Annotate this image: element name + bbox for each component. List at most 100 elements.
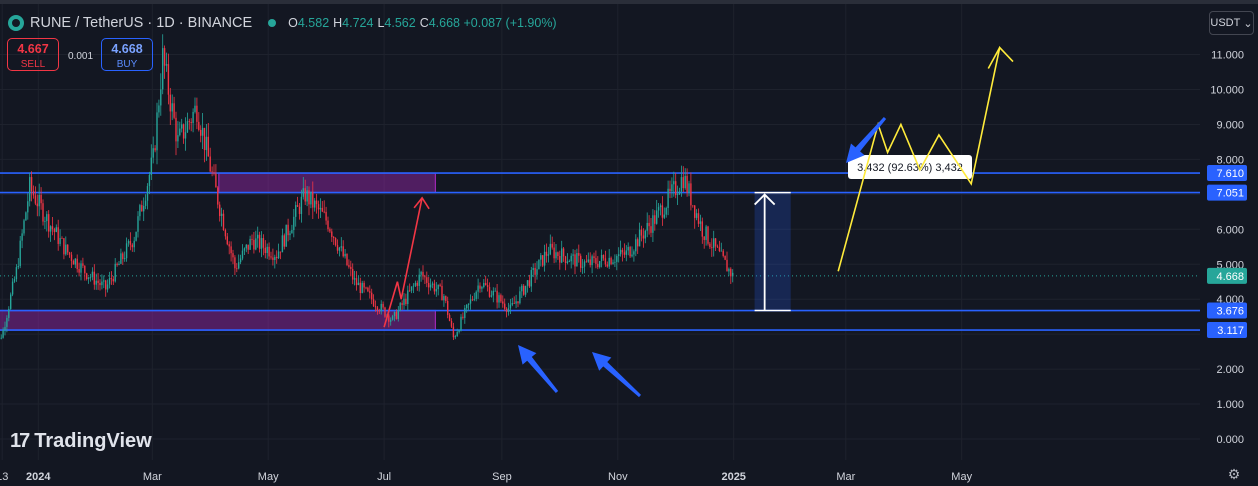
candle-body	[718, 247, 721, 252]
candle-body	[669, 188, 671, 192]
candle-body	[277, 251, 280, 259]
time-axis-label: 2024	[26, 471, 51, 483]
candle-body	[253, 239, 255, 250]
candle-body	[68, 252, 71, 255]
candle-body	[357, 282, 360, 286]
candle-body	[46, 214, 48, 222]
candle-body	[713, 238, 715, 248]
candle-body	[131, 244, 133, 248]
candle-body	[99, 282, 101, 286]
candle-body	[623, 252, 626, 255]
candle-body	[448, 314, 451, 321]
candle-body	[416, 282, 418, 286]
candle-body	[540, 255, 542, 260]
candle-body	[17, 266, 19, 268]
candle-body	[283, 235, 285, 247]
candle-body	[146, 186, 149, 201]
candle-body	[42, 203, 44, 222]
candle-body	[488, 286, 491, 297]
candle-body	[314, 200, 316, 208]
candle-body	[604, 258, 607, 265]
candle-body	[732, 272, 734, 277]
candle-body	[447, 300, 449, 315]
candle-body	[521, 285, 523, 292]
candle-body	[485, 283, 487, 286]
gear-icon[interactable]: ⚙	[1227, 466, 1241, 482]
candle-body	[27, 201, 29, 213]
candle-body	[84, 265, 86, 274]
candle-body	[40, 194, 42, 204]
buy-button[interactable]: 4.668 BUY	[101, 38, 153, 71]
candle-body	[610, 257, 612, 265]
candle-body	[694, 205, 696, 218]
candle-body	[684, 175, 686, 189]
candle-body	[200, 129, 202, 136]
candle-body	[160, 89, 162, 106]
candle-body	[564, 256, 567, 264]
candle-body	[542, 255, 544, 266]
blue-pointer-arrow-icon	[592, 352, 642, 398]
candle-body	[327, 220, 329, 230]
projection-arrowhead	[987, 47, 1001, 69]
candle-body	[595, 258, 597, 264]
price-axis-label: 9.000	[1216, 119, 1244, 131]
candle-body	[97, 280, 99, 283]
candle-body	[266, 246, 268, 254]
candle-body	[211, 171, 213, 173]
candle-body	[562, 248, 565, 257]
candle-body	[473, 298, 475, 300]
candle-body	[293, 216, 295, 231]
candle-body	[346, 253, 348, 266]
price-axis-label: 10.000	[1210, 85, 1244, 97]
candle-body	[57, 227, 59, 244]
candle-body	[502, 301, 504, 304]
candle-body	[619, 249, 622, 255]
candle-body	[143, 205, 145, 212]
candle-body	[181, 124, 183, 129]
candle-body	[222, 213, 225, 231]
candle-body	[561, 248, 563, 263]
candle-body	[403, 298, 405, 305]
candle-body	[646, 222, 648, 231]
line-value-badge	[1207, 302, 1247, 319]
candle-body	[268, 246, 270, 257]
candle-body	[23, 220, 25, 234]
candle-body	[213, 172, 215, 174]
candle-body	[310, 191, 312, 205]
candle-body	[566, 261, 569, 264]
line-value-label: 3.117	[1217, 325, 1244, 337]
time-axis-label: 13	[0, 471, 8, 483]
candle-body	[32, 190, 35, 196]
candle-body	[48, 214, 50, 232]
candle-body	[264, 247, 266, 254]
candle-body	[289, 233, 291, 236]
candle-body	[494, 290, 496, 292]
projection-path	[837, 45, 1014, 272]
candle-body	[618, 254, 620, 257]
candle-body	[640, 229, 643, 236]
candle-body	[657, 207, 660, 211]
currency-dropdown[interactable]: USDT ⌄	[1209, 11, 1254, 35]
candle-body	[551, 243, 553, 248]
candle-body	[86, 273, 88, 280]
candle-body	[319, 207, 322, 210]
tradingview-logo[interactable]: 17 TradingView	[10, 430, 152, 453]
candle-body	[722, 250, 724, 256]
candle-body	[344, 253, 346, 257]
candle-body	[317, 204, 320, 210]
candle-body	[606, 264, 608, 267]
candle-body	[638, 229, 641, 247]
candle-body	[340, 246, 342, 248]
candle-body	[443, 296, 445, 301]
candle-body	[63, 238, 65, 255]
candle-body	[350, 266, 352, 269]
candle-body	[492, 290, 494, 296]
symbol-title[interactable]: RUNE / TetherUS · 1D · BINANCE	[30, 15, 253, 31]
candle-body	[397, 310, 399, 319]
sell-button[interactable]: 4.667 SELL	[7, 38, 59, 71]
candle-body	[720, 250, 722, 252]
candle-body	[10, 294, 12, 309]
candle-body	[714, 238, 717, 247]
sell-label: SELL	[20, 59, 46, 70]
